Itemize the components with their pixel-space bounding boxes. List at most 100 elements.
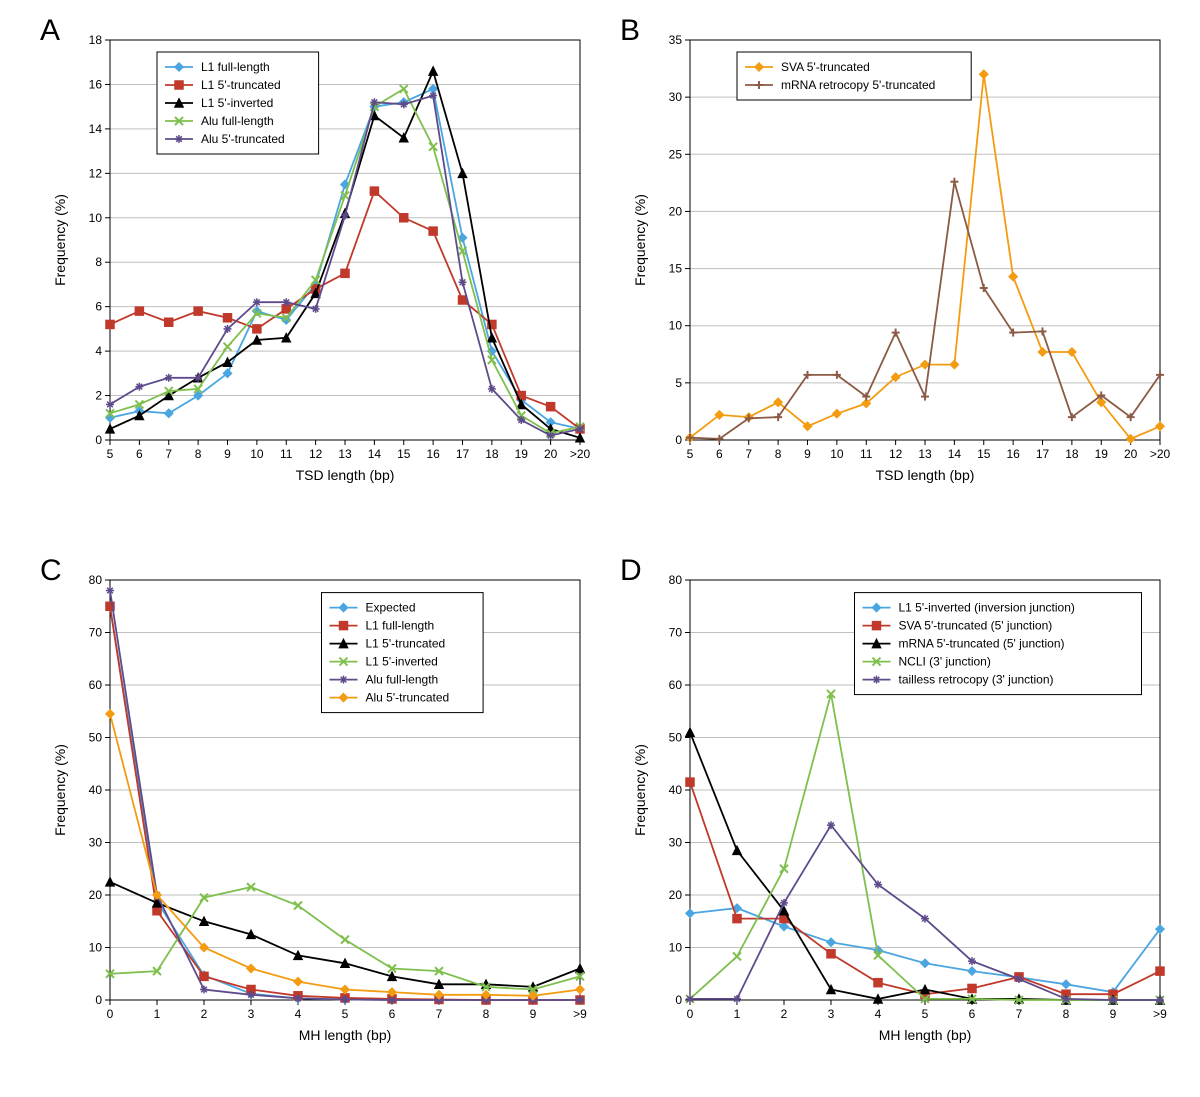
series-marker: [874, 979, 882, 987]
chart-b: 0510152025303556789101112131415161718192…: [620, 20, 1180, 500]
panel-a: A024681012141618567891011121314151617181…: [40, 20, 600, 500]
series-marker: [686, 995, 694, 1003]
x-tick-label: 6: [969, 1007, 976, 1021]
x-tick-label: 3: [828, 1007, 835, 1021]
x-tick-label: 14: [948, 447, 962, 461]
series-marker: [1156, 996, 1164, 1004]
y-axis-label: Frequency (%): [52, 194, 68, 286]
x-tick-label: 9: [1110, 1007, 1117, 1021]
y-tick-label: 0: [675, 993, 682, 1007]
y-tick-label: 25: [669, 147, 683, 161]
x-tick-label: 15: [977, 447, 991, 461]
series-marker: [576, 425, 584, 433]
x-tick-label: 8: [775, 447, 782, 461]
x-tick-label: 8: [1063, 1007, 1070, 1021]
legend-label: L1 5'-inverted (inversion junction): [899, 601, 1075, 615]
series-marker: [576, 996, 584, 1004]
legend-label: L1 5'-inverted: [366, 655, 438, 669]
series-marker: [1015, 975, 1023, 983]
series-marker: [429, 92, 437, 100]
series-marker: [400, 100, 408, 108]
x-tick-label: 12: [309, 447, 323, 461]
series-marker: [370, 98, 378, 106]
y-tick-label: 5: [675, 376, 682, 390]
series-marker: [488, 385, 496, 393]
x-tick-label: 8: [195, 447, 202, 461]
series-marker: [400, 214, 408, 222]
legend-label: L1 5'-truncated: [201, 78, 281, 92]
series-marker: [517, 416, 525, 424]
panel-c: C010203040506070800123456789>9MH length …: [40, 560, 600, 1060]
x-tick-label: 1: [734, 1007, 741, 1021]
y-tick-label: 35: [669, 33, 683, 47]
series-marker: [429, 227, 437, 235]
x-tick-label: 9: [530, 1007, 537, 1021]
x-tick-label: 20: [544, 447, 558, 461]
x-tick-label: 15: [397, 447, 411, 461]
series-marker: [874, 881, 882, 889]
y-tick-label: 70: [669, 626, 683, 640]
x-tick-label: 19: [515, 447, 529, 461]
series-marker: [686, 778, 694, 786]
y-tick-label: 40: [669, 783, 683, 797]
chart-a: 0246810121416185678910111213141516171819…: [40, 20, 600, 500]
panel-b: B051015202530355678910111213141516171819…: [620, 20, 1180, 500]
x-tick-label: 13: [338, 447, 352, 461]
series-marker: [200, 986, 208, 994]
series-marker: [165, 374, 173, 382]
series-marker: [106, 320, 114, 328]
series-marker: [200, 972, 208, 980]
x-tick-label: >9: [573, 1007, 587, 1021]
series-marker: [388, 996, 396, 1004]
x-tick-label: 19: [1095, 447, 1109, 461]
series-marker: [733, 915, 741, 923]
series-marker: [294, 994, 302, 1002]
series-marker: [968, 957, 976, 965]
panel-d: D010203040506070800123456789>9MH length …: [620, 560, 1180, 1060]
x-tick-label: 0: [687, 1007, 694, 1021]
x-tick-label: 4: [875, 1007, 882, 1021]
y-tick-label: 2: [95, 389, 102, 403]
y-tick-label: 60: [669, 678, 683, 692]
series-marker: [153, 907, 161, 915]
y-tick-label: 20: [669, 888, 683, 902]
legend-label: Alu full-length: [201, 114, 274, 128]
series-marker: [312, 305, 320, 313]
x-tick-label: 5: [687, 447, 694, 461]
y-tick-label: 0: [95, 433, 102, 447]
x-tick-label: 18: [1065, 447, 1079, 461]
series-marker: [1062, 995, 1070, 1003]
legend-label: L1 full-length: [201, 60, 270, 74]
x-tick-label: 2: [781, 1007, 788, 1021]
series-marker: [341, 269, 349, 277]
y-tick-label: 50: [669, 731, 683, 745]
y-tick-label: 6: [95, 300, 102, 314]
y-tick-label: 30: [669, 90, 683, 104]
series-marker: [780, 899, 788, 907]
y-axis-label: Frequency (%): [632, 744, 648, 836]
series-marker: [106, 587, 114, 595]
legend-label: SVA 5'-truncated (5' junction): [899, 619, 1053, 633]
legend-label: L1 5'-truncated: [366, 637, 446, 651]
series-marker: [165, 318, 173, 326]
series-marker: [921, 915, 929, 923]
x-axis-label: MH length (bp): [299, 1027, 392, 1043]
y-tick-label: 50: [89, 731, 103, 745]
y-tick-label: 14: [89, 122, 103, 136]
panel-label-d: D: [620, 554, 642, 588]
y-tick-label: 10: [89, 941, 103, 955]
panel-label-b: B: [620, 14, 640, 48]
series-marker: [194, 374, 202, 382]
series-marker: [135, 307, 143, 315]
y-tick-label: 80: [89, 573, 103, 587]
y-tick-label: 60: [89, 678, 103, 692]
x-tick-label: 11: [860, 447, 873, 461]
series-marker: [106, 400, 114, 408]
legend-label: tailless retrocopy (3' junction): [899, 673, 1054, 687]
series-marker: [224, 325, 232, 333]
x-tick-label: 7: [1016, 1007, 1023, 1021]
legend-label: L1 full-length: [366, 619, 435, 633]
y-tick-label: 80: [669, 573, 683, 587]
legend-label: mRNA 5'-truncated (5' junction): [899, 637, 1065, 651]
y-tick-label: 0: [95, 993, 102, 1007]
